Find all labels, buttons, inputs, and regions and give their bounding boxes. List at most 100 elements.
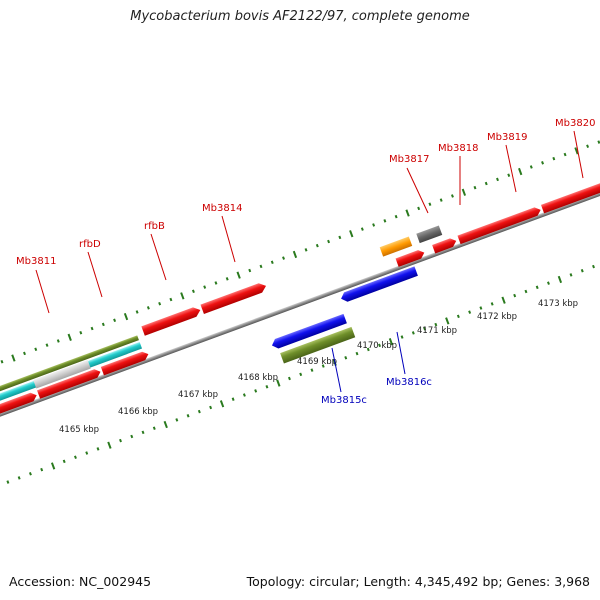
gene-arrow[interactable] (457, 206, 542, 245)
minor-tick (203, 285, 207, 289)
gene-arrow[interactable] (540, 175, 600, 214)
minor-tick (282, 256, 285, 260)
gene-arrow[interactable] (200, 281, 267, 315)
minor-tick (563, 152, 567, 157)
major-tick (292, 250, 298, 259)
reverse-genes (270, 266, 418, 364)
gene-arrow-reverse[interactable] (339, 266, 418, 303)
reverse-gene-labels: Mb3815c Mb3816c (321, 377, 432, 406)
minor-tick (552, 156, 556, 161)
gene-label[interactable]: rfbB (144, 221, 165, 232)
major-tick (557, 275, 563, 284)
minor-tick (197, 409, 201, 414)
major-tick (180, 292, 185, 300)
gene-arrow[interactable] (37, 368, 102, 399)
gene-block-olive[interactable] (280, 326, 356, 364)
minor-tick (383, 219, 387, 223)
minor-tick (417, 206, 421, 211)
minor-tick (259, 264, 263, 269)
minor-tick (96, 447, 100, 451)
minor-tick (569, 273, 573, 277)
scale-label: 4168 kbp (238, 373, 278, 383)
gene-block-darkgray[interactable] (416, 225, 443, 244)
minor-tick (513, 293, 517, 298)
minor-tick (547, 281, 550, 285)
minor-tick (113, 318, 117, 323)
minor-tick (366, 347, 370, 352)
minor-tick (450, 194, 454, 198)
major-tick (501, 296, 506, 304)
minor-tick (74, 455, 77, 459)
reverse-label-leaders (331, 331, 406, 393)
minor-tick (186, 414, 190, 418)
gene-label[interactable]: Mb3814 (202, 203, 242, 214)
gene-block-gray[interactable] (33, 360, 91, 389)
minor-tick (299, 372, 303, 377)
minor-tick (411, 331, 415, 335)
scale-label: 4171 kbp (417, 326, 457, 336)
minor-tick (270, 260, 274, 265)
gene-label[interactable]: Mb3819 (487, 132, 527, 143)
minor-tick (321, 364, 325, 368)
major-tick (163, 420, 168, 429)
minor-tick (45, 343, 49, 347)
minor-tick (524, 289, 528, 294)
scale-label: 4172 kbp (477, 312, 517, 322)
minor-tick (242, 393, 246, 397)
gene-arrow[interactable] (141, 305, 202, 336)
major-tick (574, 147, 579, 155)
minor-tick (592, 264, 595, 269)
minor-tick (40, 467, 44, 472)
minor-tick (17, 476, 21, 480)
gene-arrow[interactable] (100, 350, 150, 376)
genome-backbone (0, 149, 600, 451)
minor-tick (191, 289, 195, 294)
minor-tick (473, 185, 477, 190)
gene-block-olive[interactable] (0, 335, 139, 408)
minor-tick (146, 306, 150, 310)
minor-tick (287, 376, 291, 381)
scale-labels: 4165 kbp 4166 kbp 4167 kbp 4168 kbp 4169… (59, 299, 578, 435)
minor-tick (304, 248, 308, 252)
minor-tick (101, 322, 105, 327)
minor-tick (209, 405, 213, 410)
gene-arrow[interactable] (0, 391, 38, 438)
scale-label: 4165 kbp (59, 425, 99, 435)
gene-block-orange[interactable] (379, 236, 413, 257)
minor-tick (428, 202, 432, 206)
minor-tick (23, 351, 26, 356)
minor-tick (360, 227, 364, 231)
minor-tick (338, 235, 342, 240)
minor-tick (248, 268, 252, 273)
gene-arrow[interactable] (432, 237, 458, 254)
major-tick (405, 209, 410, 217)
major-tick (236, 271, 241, 279)
minor-tick (56, 339, 60, 343)
forward-label-leaders (35, 130, 584, 314)
major-tick (349, 230, 354, 238)
gene-arrow-reverse[interactable] (270, 313, 347, 350)
gene-label[interactable]: Mb3818 (438, 143, 478, 154)
minor-tick (79, 330, 83, 335)
scale-label: 4170 kbp (357, 341, 397, 351)
minor-tick (141, 430, 145, 435)
gene-label[interactable]: Mb3820 (555, 118, 595, 129)
minor-tick (355, 351, 359, 356)
minor-tick (135, 310, 139, 314)
major-tick (11, 354, 16, 362)
gene-label[interactable]: rfbD (79, 239, 101, 250)
minor-tick (90, 326, 94, 331)
minor-tick (484, 181, 488, 186)
gene-label[interactable]: Mb3817 (389, 154, 429, 165)
minor-tick (378, 343, 381, 348)
major-tick (50, 462, 56, 470)
major-tick (67, 333, 72, 341)
minor-tick (0, 359, 4, 364)
gene-label[interactable]: Mb3816c (386, 377, 432, 388)
gene-label[interactable]: Mb3811 (16, 256, 56, 267)
minor-tick (468, 310, 472, 314)
gene-arrow[interactable] (395, 248, 426, 267)
gene-label[interactable]: Mb3815c (321, 395, 367, 406)
minor-tick (315, 243, 319, 248)
minor-tick (479, 306, 483, 310)
